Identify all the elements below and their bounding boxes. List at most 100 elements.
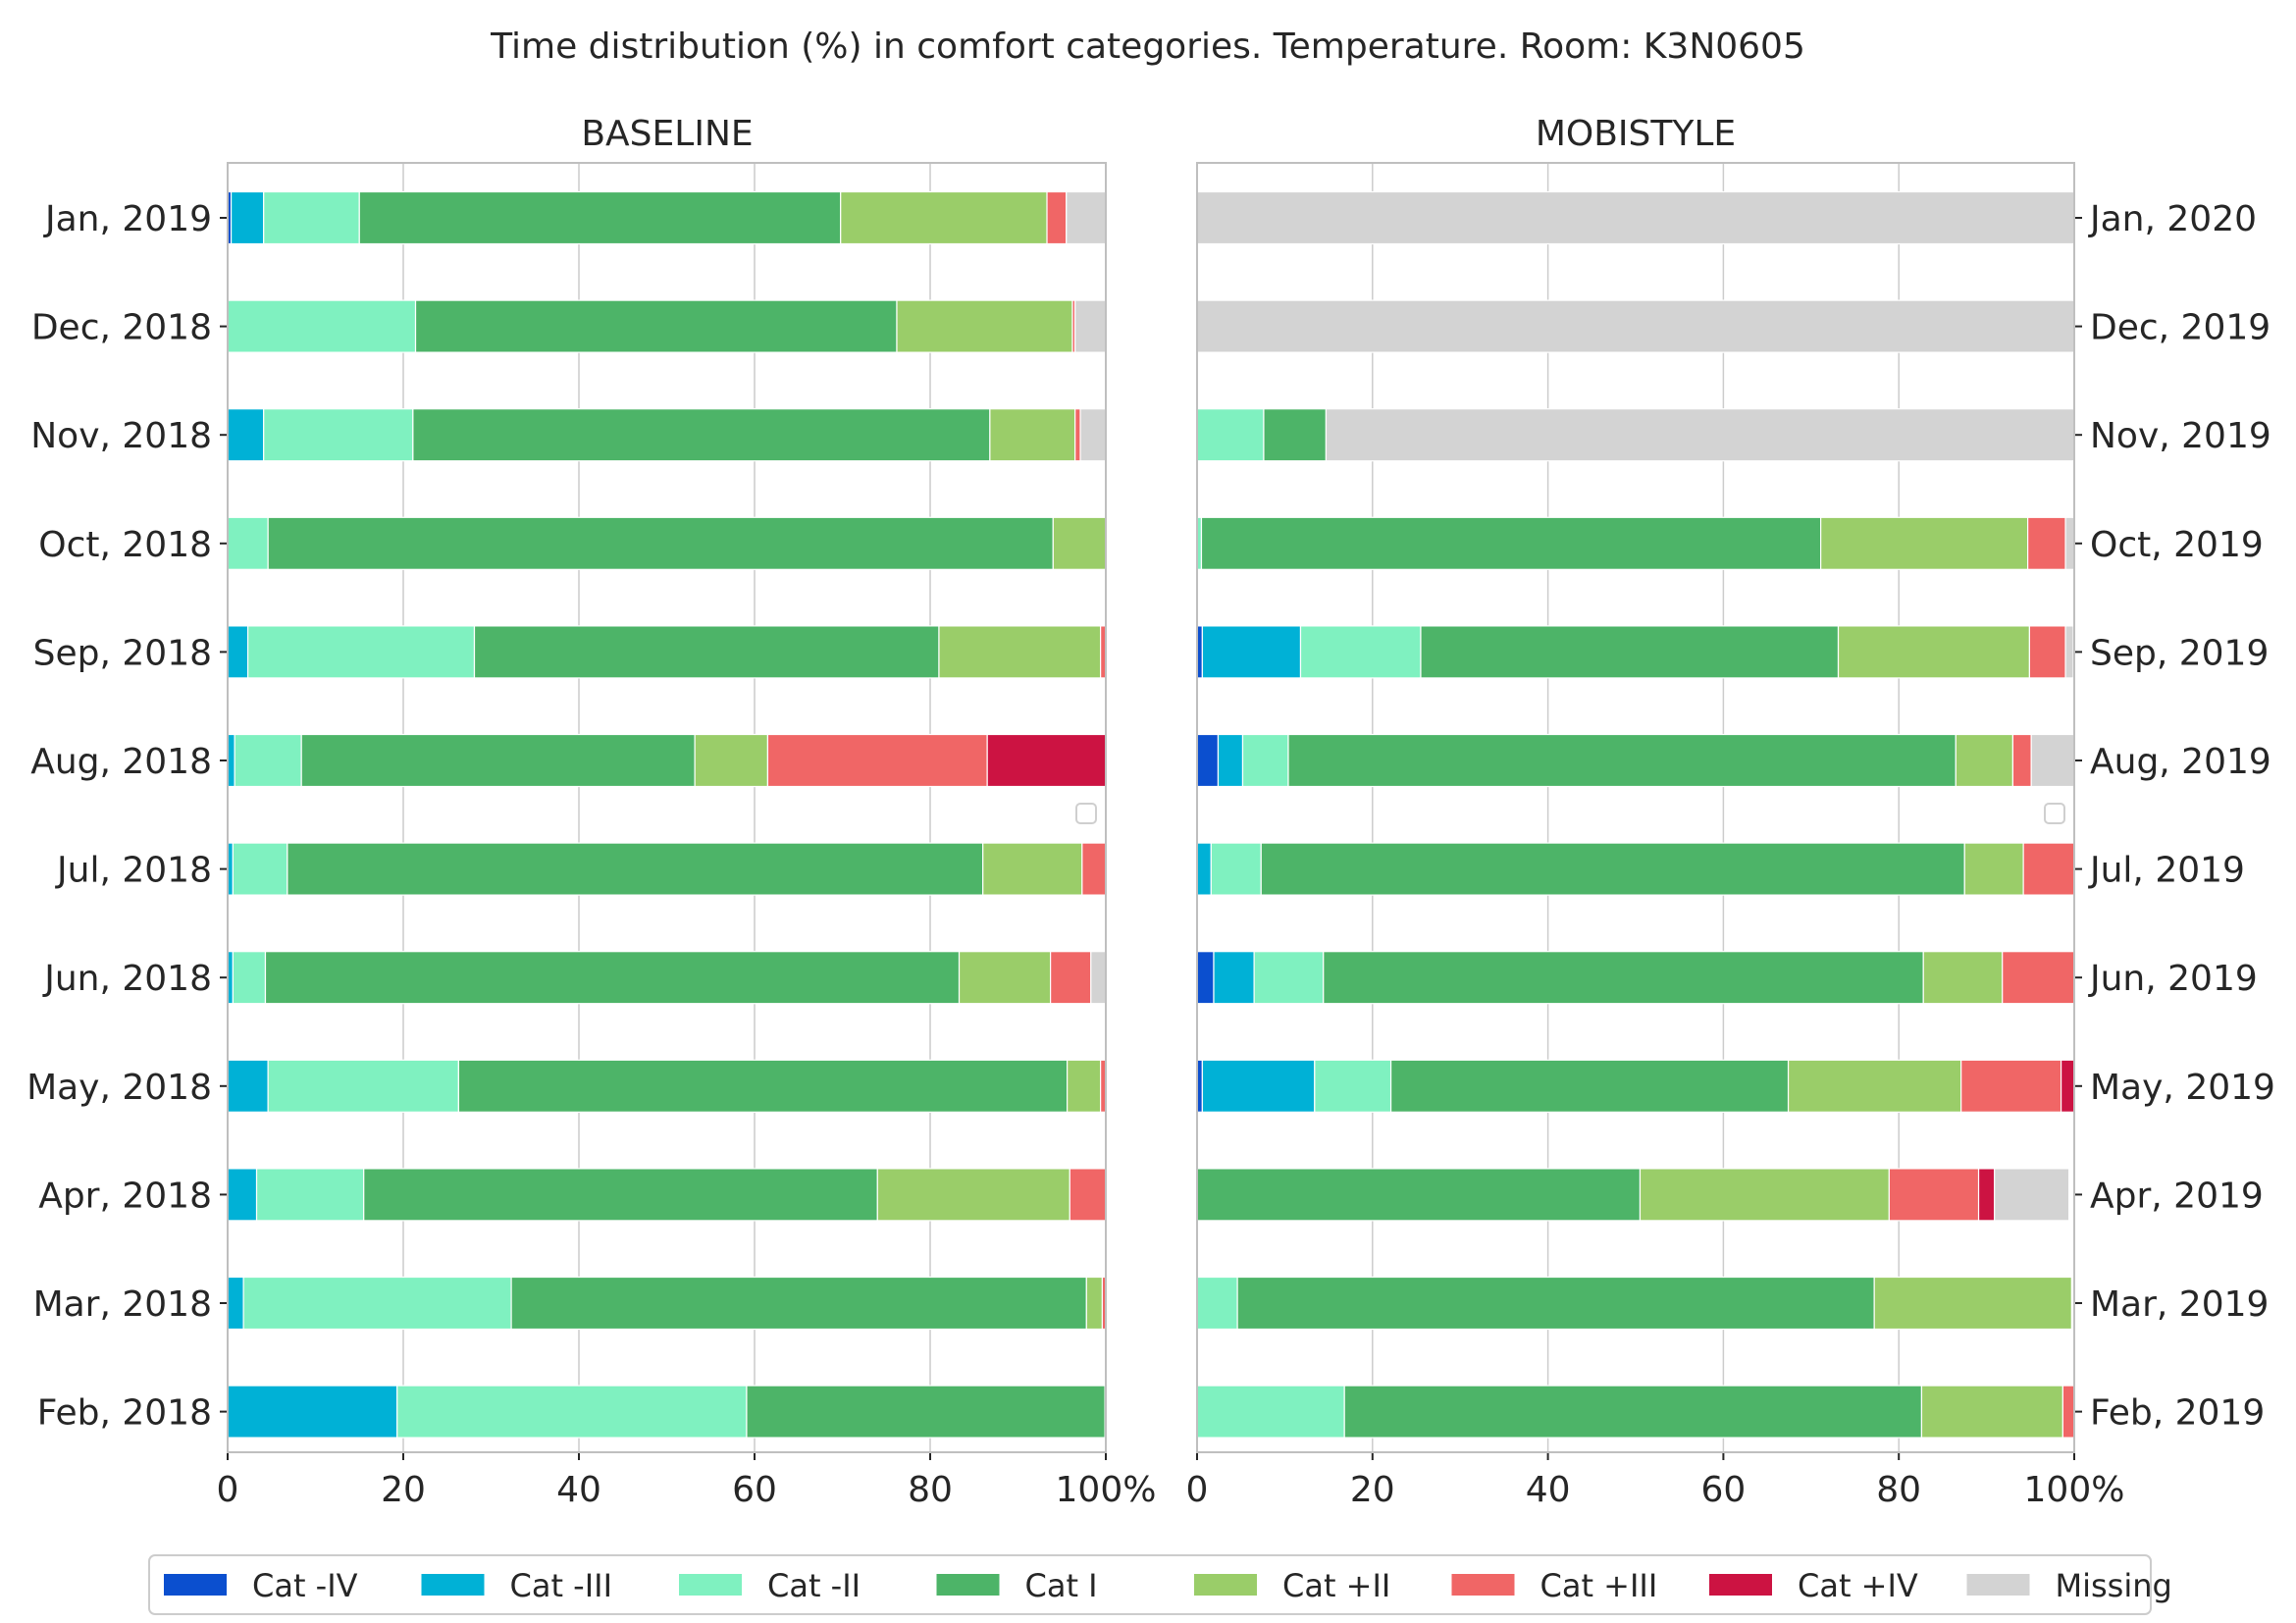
bar-segment-cat-ii: [1314, 1059, 1392, 1113]
legend-item-cat-iv: Cat -IV: [164, 1567, 358, 1604]
ytick-label: Jun, 2019: [2088, 959, 2258, 999]
xtick-label: 80: [908, 1470, 953, 1510]
bar-segment-cat-ii: [1873, 1276, 2072, 1331]
legend-swatch: [421, 1574, 485, 1596]
ytick-label: Oct, 2019: [2090, 525, 2264, 565]
bar-segment-cat-iii: [2022, 842, 2075, 896]
bar-segment-cat-ii: [263, 408, 414, 462]
xtick-label: 80: [1876, 1470, 1921, 1510]
bar-segment-cat-iii: [1201, 625, 1302, 679]
legend-label: Missing: [2056, 1567, 2172, 1604]
bar-segment-cat-iii: [1074, 408, 1081, 462]
bar-segment-cat-iii: [766, 733, 988, 788]
legend-label: Cat -III: [510, 1567, 613, 1604]
bar-segment-missing: [1074, 299, 1107, 353]
legend-label: Cat -IV: [252, 1567, 358, 1604]
bar-segment-cat-ii: [1820, 516, 2029, 570]
bar-segment-cat-ii: [1253, 951, 1325, 1005]
bar-segment-cat-iii: [1960, 1059, 2062, 1113]
bar-segment-cat-iii: [2002, 951, 2075, 1005]
bar-segment-cat-i: [300, 733, 696, 788]
ytick-label: Nov, 2018: [30, 416, 212, 456]
bar-segment-cat-iii: [1081, 842, 1107, 896]
legend-swatch: [1451, 1574, 1515, 1596]
bar-segment-cat-iii: [2027, 516, 2066, 570]
bar-segment-cat-iii: [1069, 1168, 1107, 1222]
bar-segment-cat-ii: [234, 733, 302, 788]
bar-segment-cat-ii: [694, 733, 769, 788]
bar-segment-cat-ii: [1196, 408, 1265, 462]
bar-segment-cat-iii: [1217, 733, 1244, 788]
bar-segment-cat-iii: [1201, 1059, 1316, 1113]
xtick-label: 60: [732, 1470, 777, 1510]
xtick-label: 40: [556, 1470, 601, 1510]
bar-segment-cat-i: [363, 1168, 878, 1222]
bar-segment-cat-ii: [1955, 733, 2014, 788]
empty-legend-box: [2044, 803, 2065, 824]
ytick-label: May, 2019: [2090, 1068, 2275, 1108]
bar-segment-missing: [1079, 408, 1107, 462]
bar-segment-cat-ii: [267, 1059, 459, 1113]
bar-segment-cat-ii: [1196, 1385, 1345, 1439]
bar-segment-cat-iii: [227, 625, 249, 679]
plot-area: Feb, 2018 Mar, 2018 Apr, 2018 May, 2018 Jun,…: [26, 162, 2275, 1510]
ytick-label: Apr, 2019: [2090, 1176, 2264, 1216]
legend-swatch: [936, 1574, 1000, 1596]
bar-segment-missing: [1090, 951, 1107, 1005]
bar-segment-cat-ii: [876, 1168, 1070, 1222]
bar-segment-cat-iv: [1196, 733, 1220, 788]
bar-segment-missing: [2030, 733, 2075, 788]
bar-segment-cat-iv: [986, 733, 1107, 788]
bar-segment-cat-i: [510, 1276, 1087, 1331]
bar-segment-cat-ii: [227, 516, 269, 570]
bar-segment-cat-i: [287, 842, 984, 896]
bar-segment-cat-iii: [227, 408, 265, 462]
bar-segment-cat-iii: [1213, 951, 1255, 1005]
legend-swatch: [1194, 1574, 1257, 1596]
bar-segment-cat-iii: [1046, 190, 1068, 245]
bar-segment-cat-i: [1260, 842, 1965, 896]
ytick-label: Oct, 2018: [38, 525, 212, 565]
legend-item-cat-iv: Cat +IV: [1709, 1567, 1918, 1604]
ytick-label: Aug, 2019: [2090, 742, 2271, 782]
bar-segment-cat-iii: [227, 1276, 244, 1331]
ytick-label: Feb, 2018: [37, 1393, 212, 1434]
bar-segment-cat-i: [264, 951, 961, 1005]
legend-item-cat-i: Cat I: [936, 1567, 1098, 1604]
bar-segment-missing: [2064, 516, 2075, 570]
legend-label: Cat +II: [1282, 1567, 1390, 1604]
legend-item-cat-ii: Cat +II: [1194, 1567, 1390, 1604]
bar-segment-cat-ii: [958, 951, 1052, 1005]
panel-mobistyle: Feb, 2019 Mar, 2019 Apr, 2019 May, 2019 Jun,…: [1186, 162, 2275, 1510]
bar-segment-cat-ii: [1196, 1276, 1238, 1331]
bar-segment-cat-i: [1389, 1059, 1790, 1113]
bar-segment-cat-ii: [989, 408, 1076, 462]
ytick-label: Jan, 2019: [43, 199, 212, 239]
panel-baseline: Feb, 2018 Mar, 2018 Apr, 2018 May, 2018 Jun,…: [26, 162, 1156, 1510]
bar-segment-cat-ii: [1067, 1059, 1102, 1113]
bar-segment-cat-ii: [1920, 1385, 2063, 1439]
legend-label: Cat +IV: [1798, 1567, 1918, 1604]
bar-segment-cat-iii: [227, 1385, 398, 1439]
bar-segment-cat-i: [473, 625, 940, 679]
bar-segment-cat-ii: [1052, 516, 1107, 570]
legend-item-missing: Missing: [1966, 1567, 2172, 1604]
legend-swatch: [1709, 1574, 1772, 1596]
ytick-label: Jul, 2018: [55, 851, 212, 891]
xtick-label: 0: [1186, 1470, 1209, 1510]
bar-segment-cat-iv: [1977, 1168, 1996, 1222]
bar-segment-cat-ii: [1210, 842, 1262, 896]
bar-segment-cat-ii: [1787, 1059, 1962, 1113]
legend-swatch: [1966, 1574, 2030, 1596]
bar-segment-missing: [1196, 190, 2075, 245]
ytick-label: Mar, 2018: [33, 1284, 212, 1325]
ytick-label: Sep, 2018: [33, 633, 212, 673]
bar-segment-cat-ii: [840, 190, 1048, 245]
bar-segment-cat-i: [1323, 951, 1924, 1005]
bar-segment-cat-i: [1236, 1276, 1875, 1331]
ytick-label: Dec, 2019: [2090, 308, 2270, 348]
ytick-label: Jan, 2020: [2088, 199, 2257, 239]
empty-legend-box: [1075, 803, 1097, 824]
chart-title: Time distribution (%) in comfort categor…: [490, 26, 1805, 67]
legend-item-cat-iii: Cat +III: [1451, 1567, 1657, 1604]
